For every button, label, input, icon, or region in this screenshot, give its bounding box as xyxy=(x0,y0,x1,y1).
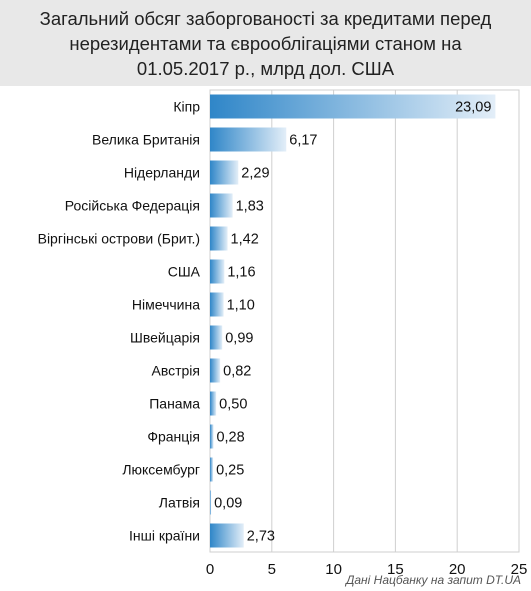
category-label: США xyxy=(168,264,201,280)
bar xyxy=(210,259,225,284)
x-tick-label: 25 xyxy=(511,561,528,578)
bar xyxy=(210,94,496,119)
category-label: Панама xyxy=(149,396,200,412)
value-label: 0,25 xyxy=(216,463,244,479)
value-label: 1,42 xyxy=(231,232,259,248)
category-label: Швейцарія xyxy=(130,330,200,346)
category-label: Кіпр xyxy=(173,99,200,115)
bar xyxy=(210,325,223,350)
value-label: 0,09 xyxy=(214,496,242,512)
category-label: Віргінські острови (Брит.) xyxy=(38,231,200,247)
value-label: 1,10 xyxy=(227,298,255,314)
chart-title: Загальний обсяг заборгованості за кредит… xyxy=(39,7,492,79)
grid-lines xyxy=(209,89,520,553)
x-tick-label: 20 xyxy=(449,561,466,578)
bar xyxy=(210,391,217,416)
bar xyxy=(210,160,239,185)
category-label: Інші країни xyxy=(129,528,200,544)
source-note: Дані Нацбанку на запит DT.UA xyxy=(345,573,521,587)
bar xyxy=(210,457,214,482)
category-label: Німеччина xyxy=(132,297,200,313)
x-tick-label: 0 xyxy=(206,561,214,578)
value-label: 2,73 xyxy=(247,529,275,545)
bar xyxy=(210,424,214,449)
bar xyxy=(210,523,244,548)
bars xyxy=(210,94,496,548)
bar-chart: Кіпр Велика Британія Нідерланди Російська Ф… xyxy=(38,89,528,578)
x-tick-label: 15 xyxy=(387,561,404,578)
value-label: 1,16 xyxy=(227,265,255,281)
bar xyxy=(210,226,228,251)
value-label: 6,17 xyxy=(289,133,317,149)
title-band: Загальний обсяг заборгованості за кредит… xyxy=(0,0,531,86)
category-label: Російська Федерація xyxy=(65,198,200,214)
value-label: 0,99 xyxy=(225,331,253,347)
x-tick-label: 5 xyxy=(268,561,276,578)
category-label: Латвія xyxy=(159,495,200,511)
category-label: Австрія xyxy=(151,363,200,379)
value-label: 0,28 xyxy=(216,430,244,446)
x-axis-ticks: 0 5 10 15 20 25 xyxy=(206,561,528,578)
category-label: Велика Британія xyxy=(92,132,200,148)
value-label: 0,50 xyxy=(219,397,247,413)
value-label: 2,29 xyxy=(241,166,269,182)
plot-frame xyxy=(209,89,520,553)
category-labels: Кіпр Велика Британія Нідерланди Російська Ф… xyxy=(38,99,201,544)
bar xyxy=(210,292,224,317)
category-label: Франція xyxy=(147,429,200,445)
value-label: 0,82 xyxy=(223,364,251,380)
bar xyxy=(210,490,212,515)
value-labels: 23,09 6,17 2,29 1,83 1,42 1,16 1,10 0,99 0,82 0,5… xyxy=(214,100,491,545)
x-tick-label: 10 xyxy=(325,561,342,578)
bar xyxy=(210,358,221,383)
bar xyxy=(210,127,287,152)
category-label: Нідерланди xyxy=(124,165,200,181)
category-label: Люксембург xyxy=(122,462,200,478)
value-label: 23,09 xyxy=(455,100,491,116)
value-label: 1,83 xyxy=(236,199,264,215)
bar xyxy=(210,193,233,218)
